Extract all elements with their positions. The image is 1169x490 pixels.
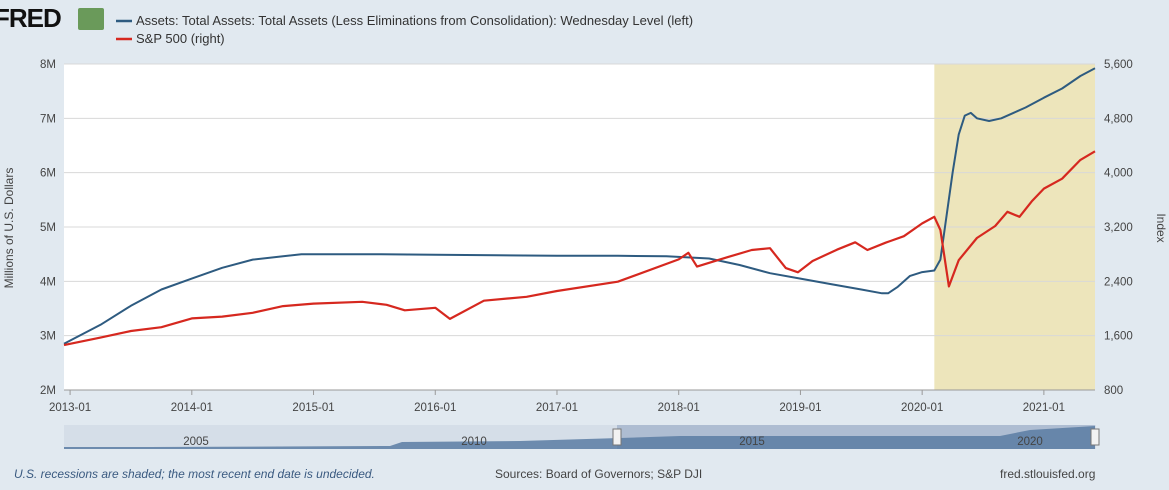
series-line-sp500	[63, 150, 1096, 347]
series-line-assets	[63, 67, 1096, 345]
left-tick-label: 2M	[40, 385, 56, 397]
series	[63, 67, 1096, 347]
right-tick-label: 3,200	[1104, 222, 1133, 234]
x-axis: 2013-01 2014-01 2015-01 2016-01 2017-01 2018-…	[49, 390, 1065, 414]
sources-text: Sources: Board of Governors; S&P DJI	[495, 467, 703, 481]
recession-note: U.S. recessions are shaded; the most rec…	[14, 467, 375, 481]
right-tick-label: 2,400	[1104, 276, 1133, 288]
legend: Assets: Total Assets: Total Assets (Less…	[116, 13, 693, 46]
right-axis-title: Index	[1154, 213, 1168, 242]
navigator-tick-label: 2015	[739, 436, 765, 448]
right-tick-label: 4,800	[1104, 113, 1133, 125]
left-axis: 2M 3M 4M 5M 6M 7M 8M	[40, 59, 56, 397]
right-axis: 800 1,600 2,400 3,200 4,000 4,800 5,600	[1104, 59, 1133, 397]
left-tick-label: 6M	[40, 168, 56, 180]
x-tick-label: 2018-01	[658, 402, 700, 414]
right-tick-label: 800	[1104, 385, 1123, 397]
legend-label-sp500[interactable]: S&P 500 (right)	[136, 31, 225, 46]
fred-logo[interactable]: FRED	[0, 3, 62, 33]
left-tick-label: 4M	[40, 276, 56, 288]
navigator-left-handle[interactable]	[612, 428, 622, 446]
x-tick-label: 2017-01	[536, 402, 578, 414]
chart-line-icon	[78, 8, 104, 30]
x-tick-label: 2021-01	[1023, 402, 1065, 414]
x-tick-label: 2016-01	[414, 402, 456, 414]
x-tick-label: 2020-01	[901, 402, 943, 414]
legend-label-assets[interactable]: Assets: Total Assets: Total Assets (Less…	[136, 13, 693, 28]
x-tick-label: 2015-01	[292, 402, 334, 414]
navigator-tick-label: 2020	[1017, 436, 1043, 448]
left-tick-label: 5M	[40, 222, 56, 234]
navigator-tick-label: 2005	[183, 436, 209, 448]
navigator-labels: 2005 2010 2015 2020	[183, 436, 1043, 448]
x-tick-label: 2013-01	[49, 402, 91, 414]
right-tick-label: 5,600	[1104, 59, 1133, 71]
site-link[interactable]: fred.stlouisfed.org	[1000, 467, 1096, 481]
navigator-area	[64, 426, 1095, 449]
navigator-right-handle[interactable]	[1090, 428, 1100, 446]
left-tick-label: 3M	[40, 331, 56, 343]
x-tick-label: 2014-01	[171, 402, 213, 414]
left-tick-label: 8M	[40, 59, 56, 71]
x-tick-label: 2019-01	[779, 402, 821, 414]
right-tick-label: 1,600	[1104, 331, 1133, 343]
left-tick-label: 7M	[40, 113, 56, 125]
right-tick-label: 4,000	[1104, 168, 1133, 180]
navigator[interactable]: 2005 2010 2015 2020	[64, 425, 1100, 449]
navigator-tick-label: 2010	[461, 436, 487, 448]
left-axis-title: Millions of U.S. Dollars	[2, 168, 16, 289]
gridlines	[64, 63, 1095, 391]
